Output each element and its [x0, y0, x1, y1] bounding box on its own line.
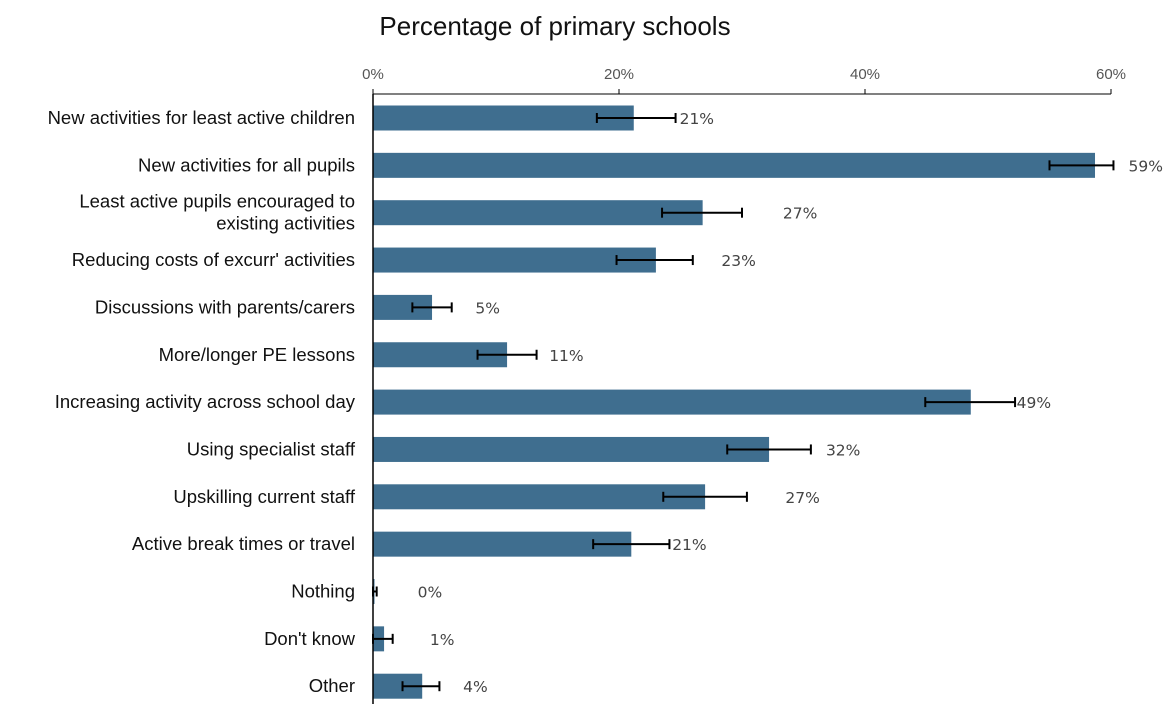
data-label: 5%	[475, 299, 500, 317]
category-label: Using specialist staff	[187, 438, 356, 459]
data-label: 49%	[1017, 394, 1051, 412]
category-label: New activities for least active children	[48, 107, 355, 128]
data-label: 23%	[721, 252, 755, 270]
data-labels: 21% 59% 27% 23% 5% 11% 49% 32% 27% 21% 0% 1% 4%	[418, 110, 1163, 696]
category-label: Other	[309, 675, 355, 696]
bars	[373, 105, 1096, 699]
category-label: Least active pupils encouraged to	[79, 191, 355, 212]
bar	[373, 200, 703, 226]
bar	[373, 484, 706, 510]
bar	[373, 389, 971, 415]
x-tick-label: 60%	[1096, 66, 1126, 83]
category-label: Reducing costs of excurr' activities	[72, 249, 355, 270]
data-label: 27%	[785, 489, 819, 507]
category-label: New activities for all pupils	[138, 154, 355, 175]
x-tick-label: 40%	[850, 66, 880, 83]
bar	[373, 531, 632, 557]
data-label: 21%	[672, 536, 706, 554]
bar	[373, 436, 770, 462]
data-label: 59%	[1129, 157, 1163, 175]
category-label: More/longer PE lessons	[159, 344, 355, 365]
data-label: 0%	[418, 584, 443, 602]
error-bars	[372, 113, 1115, 692]
bar	[373, 152, 1096, 178]
x-axis-ticks: 0% 20% 40% 60%	[362, 66, 1126, 95]
data-label: 27%	[783, 205, 817, 223]
chart-title: Percentage of primary schools	[379, 11, 730, 41]
category-label: existing activities	[216, 213, 355, 234]
category-labels: New activities for least active children…	[48, 107, 356, 696]
category-label: Upskilling current staff	[173, 486, 356, 507]
category-label: Active break times or travel	[132, 533, 355, 554]
bar	[373, 247, 656, 273]
x-tick-label: 20%	[604, 66, 634, 83]
category-label: Nothing	[291, 581, 355, 602]
data-label: 11%	[549, 347, 583, 365]
category-label: Discussions with parents/carers	[95, 296, 355, 317]
data-label: 21%	[680, 110, 714, 128]
data-label: 4%	[463, 678, 488, 696]
data-label: 1%	[430, 631, 455, 649]
category-label: Don't know	[264, 628, 356, 649]
bar	[373, 105, 634, 131]
x-tick-label: 0%	[362, 66, 384, 83]
category-label: Increasing activity across school day	[55, 391, 356, 412]
data-label: 32%	[826, 441, 860, 459]
